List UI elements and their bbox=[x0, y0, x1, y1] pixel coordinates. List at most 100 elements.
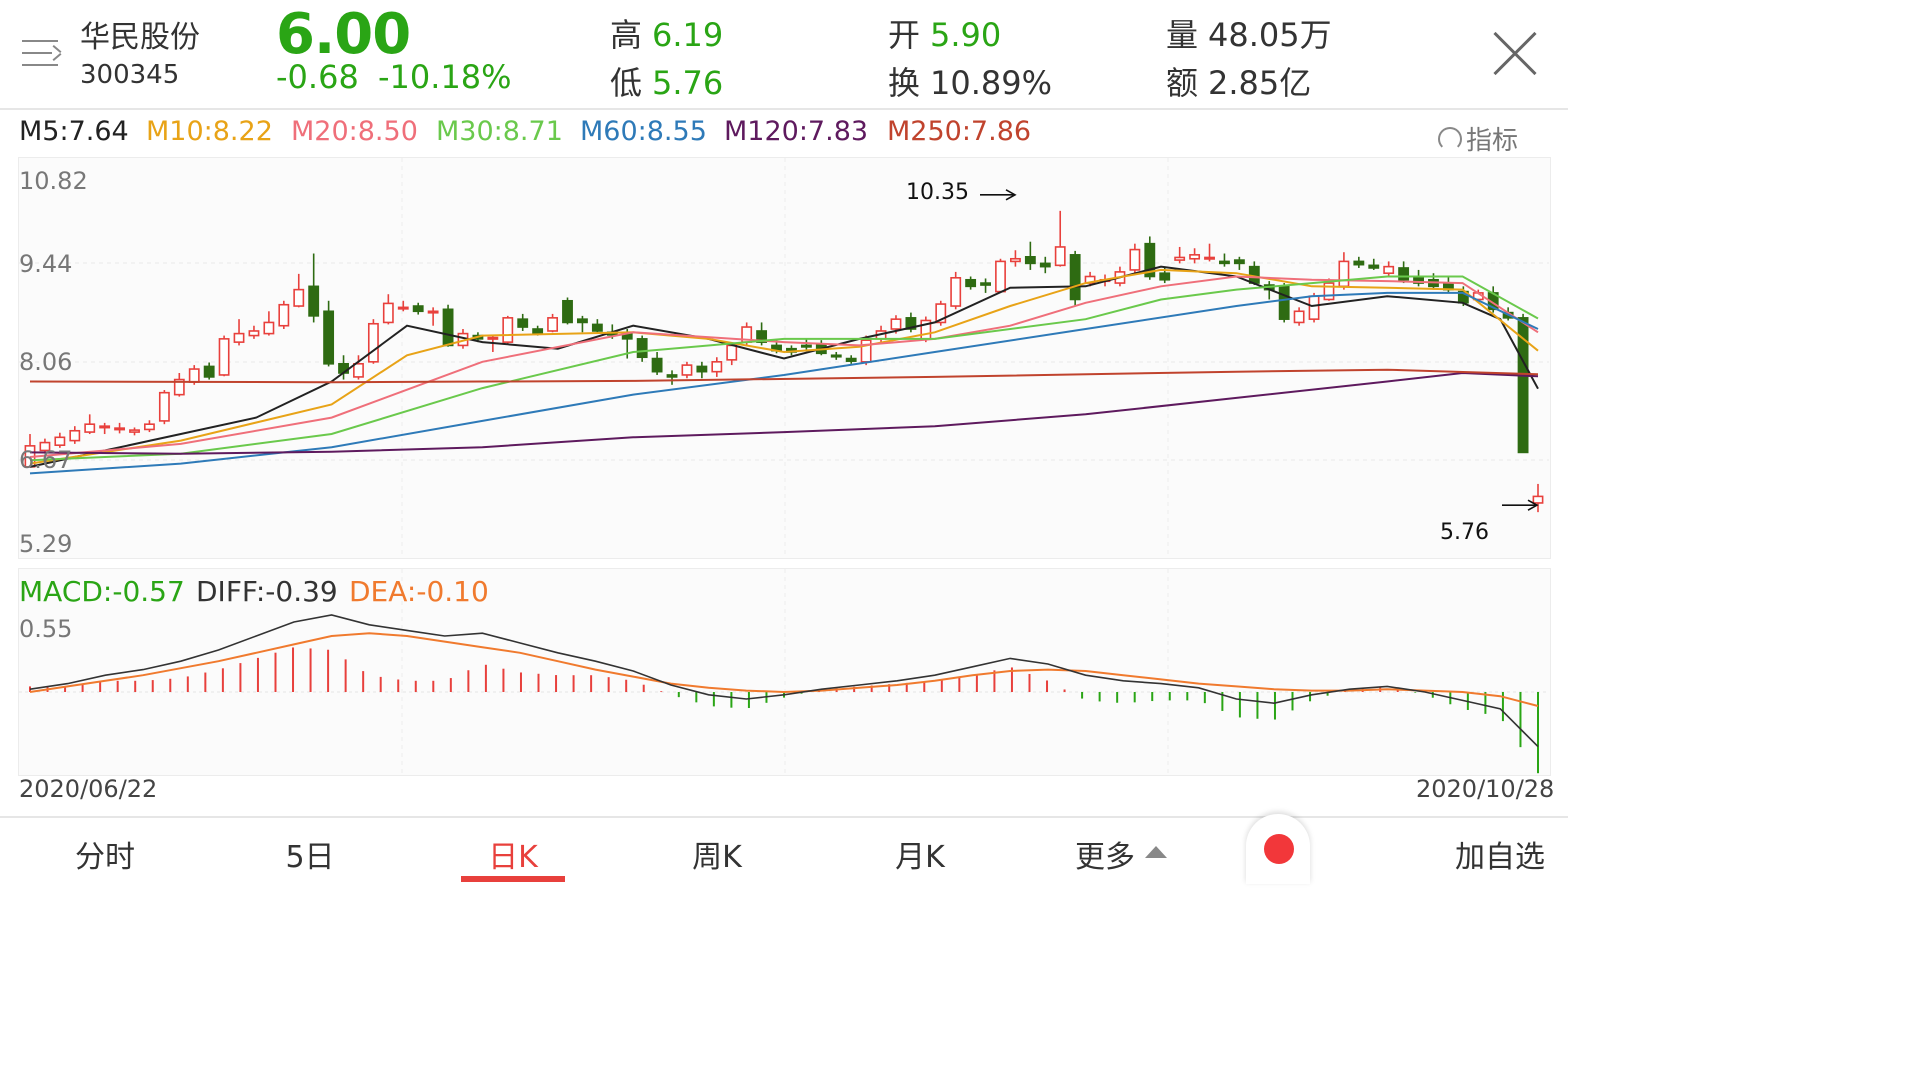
candle-body bbox=[1233, 259, 1245, 265]
period-tab-bar bbox=[0, 816, 1568, 884]
high-marker-label: 10.35 bbox=[906, 180, 969, 205]
candle-body bbox=[800, 344, 812, 348]
candle-body bbox=[1054, 246, 1066, 267]
ma60-legend: M60:8.55 bbox=[580, 116, 707, 147]
candle-body bbox=[577, 318, 588, 324]
ma10-legend: M10:8.22 bbox=[146, 116, 273, 147]
tab-5day[interactable]: 5日 bbox=[285, 840, 335, 875]
kline-svg bbox=[19, 158, 1549, 774]
candle-body bbox=[1159, 272, 1171, 281]
candle-body bbox=[323, 310, 335, 365]
indicator-button[interactable]: 指标 bbox=[1438, 120, 1518, 157]
candle-body bbox=[397, 306, 409, 310]
candle-body bbox=[367, 322, 379, 363]
candle-body bbox=[218, 338, 230, 376]
ma-line-m250 bbox=[29, 368, 1539, 384]
ma120-legend: M120:7.83 bbox=[724, 116, 869, 147]
candle-body bbox=[1293, 310, 1305, 324]
candle-body bbox=[1278, 285, 1290, 320]
candle-body bbox=[1144, 242, 1156, 278]
ma-line-m30 bbox=[29, 275, 1539, 462]
ma30-legend: M30:8.71 bbox=[436, 116, 563, 147]
candle-body bbox=[905, 317, 917, 330]
start-date: 2020/06/22 bbox=[19, 775, 158, 803]
candle-body bbox=[1532, 495, 1544, 504]
candle-body bbox=[203, 365, 215, 378]
tab-monthly-k[interactable]: 月K bbox=[895, 840, 945, 875]
end-date: 2020/10/28 bbox=[1416, 775, 1555, 803]
candle-body bbox=[158, 391, 170, 422]
ma-line-m60 bbox=[29, 291, 1539, 475]
active-tab-indicator bbox=[461, 876, 565, 882]
diff-line bbox=[29, 614, 1539, 748]
high-price: 高 6.19 bbox=[610, 16, 724, 54]
dea-line bbox=[29, 632, 1539, 707]
candle-body bbox=[1024, 256, 1036, 265]
candle-body bbox=[890, 318, 902, 330]
candle-body bbox=[756, 330, 768, 343]
candle-body bbox=[711, 361, 723, 373]
high-arrow-head bbox=[1005, 189, 1017, 201]
candle-body bbox=[517, 318, 529, 328]
candle-body bbox=[1069, 254, 1081, 301]
tab-weekly-k[interactable]: 周K bbox=[692, 840, 742, 875]
tab-more[interactable]: 更多 bbox=[1075, 840, 1135, 875]
candle-body bbox=[860, 339, 872, 363]
candle-body bbox=[412, 305, 424, 313]
candle-body bbox=[129, 429, 140, 433]
add-watchlist-button[interactable]: 加自选 bbox=[1455, 840, 1545, 875]
candle-body bbox=[427, 310, 439, 314]
candle-body bbox=[1039, 262, 1051, 268]
candle-body bbox=[1174, 256, 1186, 261]
low-marker-label: 5.76 bbox=[1440, 520, 1489, 545]
dea-value: DEA:-0.10 bbox=[349, 575, 489, 608]
candle-body bbox=[1517, 317, 1529, 454]
price-change-pct: -10.18% bbox=[378, 58, 512, 96]
candle-body bbox=[591, 323, 603, 332]
candle-body bbox=[965, 278, 977, 288]
candle-body bbox=[188, 368, 200, 383]
candle-body bbox=[1219, 260, 1230, 265]
candle-body bbox=[1323, 282, 1335, 301]
candle-body bbox=[293, 288, 305, 307]
candle-body bbox=[263, 321, 275, 335]
candle-body bbox=[353, 362, 364, 378]
candle-body bbox=[935, 303, 947, 324]
record-dot-icon bbox=[1264, 834, 1294, 864]
candle-body bbox=[726, 344, 738, 361]
candle-body bbox=[99, 425, 111, 429]
candle-body bbox=[980, 282, 991, 286]
candle-body bbox=[1189, 254, 1201, 260]
caret-up-icon bbox=[1145, 846, 1167, 858]
candle-body bbox=[1338, 260, 1350, 288]
candle-body bbox=[1308, 295, 1320, 320]
low-price: 低 5.76 bbox=[610, 64, 724, 102]
candle-body bbox=[1009, 257, 1021, 263]
candle-body bbox=[39, 441, 51, 452]
ma-line-m120 bbox=[29, 371, 1539, 455]
ma20-legend: M20:8.50 bbox=[291, 116, 418, 147]
menu-icon[interactable] bbox=[22, 36, 64, 70]
candle-body bbox=[233, 332, 245, 343]
candle-body bbox=[84, 423, 96, 433]
tab-intraday[interactable]: 分时 bbox=[75, 840, 135, 875]
y-tick-label: 9.44 bbox=[19, 250, 73, 278]
candle-body bbox=[1204, 256, 1215, 260]
low-arrow-head bbox=[1527, 499, 1539, 511]
tab-daily-k[interactable]: 日K bbox=[488, 840, 538, 875]
candle-body bbox=[173, 378, 185, 396]
y-tick-label: 6.67 bbox=[19, 446, 73, 474]
candle-body bbox=[845, 357, 857, 362]
candle-body bbox=[651, 357, 663, 373]
macd-value: MACD:-0.57 bbox=[19, 575, 185, 608]
candle-body bbox=[636, 338, 648, 359]
candle-body bbox=[278, 303, 290, 327]
candle-body bbox=[1398, 267, 1410, 281]
open-price: 开 5.90 bbox=[888, 16, 1002, 54]
candle-body bbox=[308, 285, 320, 317]
y-tick-label: 8.06 bbox=[19, 348, 73, 376]
stock-name: 华民股份 bbox=[80, 20, 200, 55]
candle-body bbox=[830, 354, 842, 358]
y-tick-label: 5.29 bbox=[19, 530, 73, 558]
candle-body bbox=[666, 374, 678, 378]
